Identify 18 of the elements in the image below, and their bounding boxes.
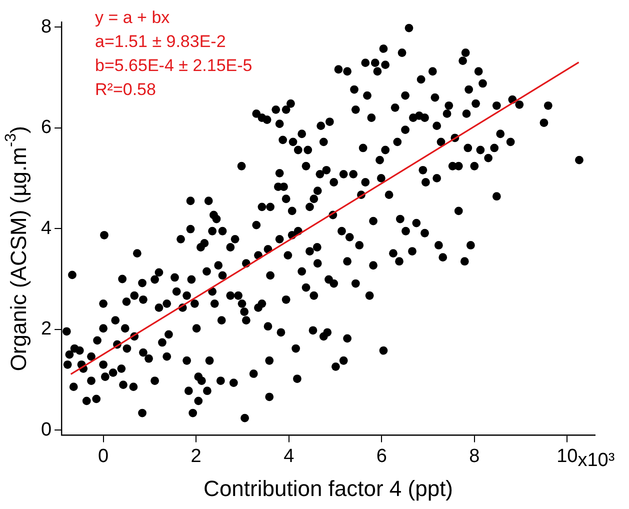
- annotation: R²=0.58: [95, 80, 156, 100]
- y-tick-label: 6: [40, 117, 52, 138]
- x-tick-label: 8: [469, 446, 480, 467]
- x-tick-label: 10: [556, 446, 578, 467]
- x-tick-label: 4: [284, 446, 295, 467]
- x-tick-label: 0: [98, 446, 109, 467]
- y-tick-label: 0: [40, 419, 52, 440]
- x-axis-title: Contribution factor 4 (ppt): [204, 476, 454, 502]
- annotation: y = a + bx: [95, 8, 170, 28]
- x-tick-label: 6: [376, 446, 387, 467]
- y-tick-label: 2: [40, 318, 52, 340]
- annotation: a=1.51 ± 9.83E-2: [95, 32, 226, 52]
- y-tick-label: 8: [40, 16, 52, 38]
- annotation: b=5.65E-4 ± 2.15E-5: [95, 56, 252, 76]
- y-axis-title: Organic (ACSM) (µg.m-3): [2, 126, 32, 372]
- y-tick-label: 4: [40, 218, 52, 239]
- text: x10³: [578, 450, 615, 471]
- x-tick-label: 2: [190, 446, 202, 467]
